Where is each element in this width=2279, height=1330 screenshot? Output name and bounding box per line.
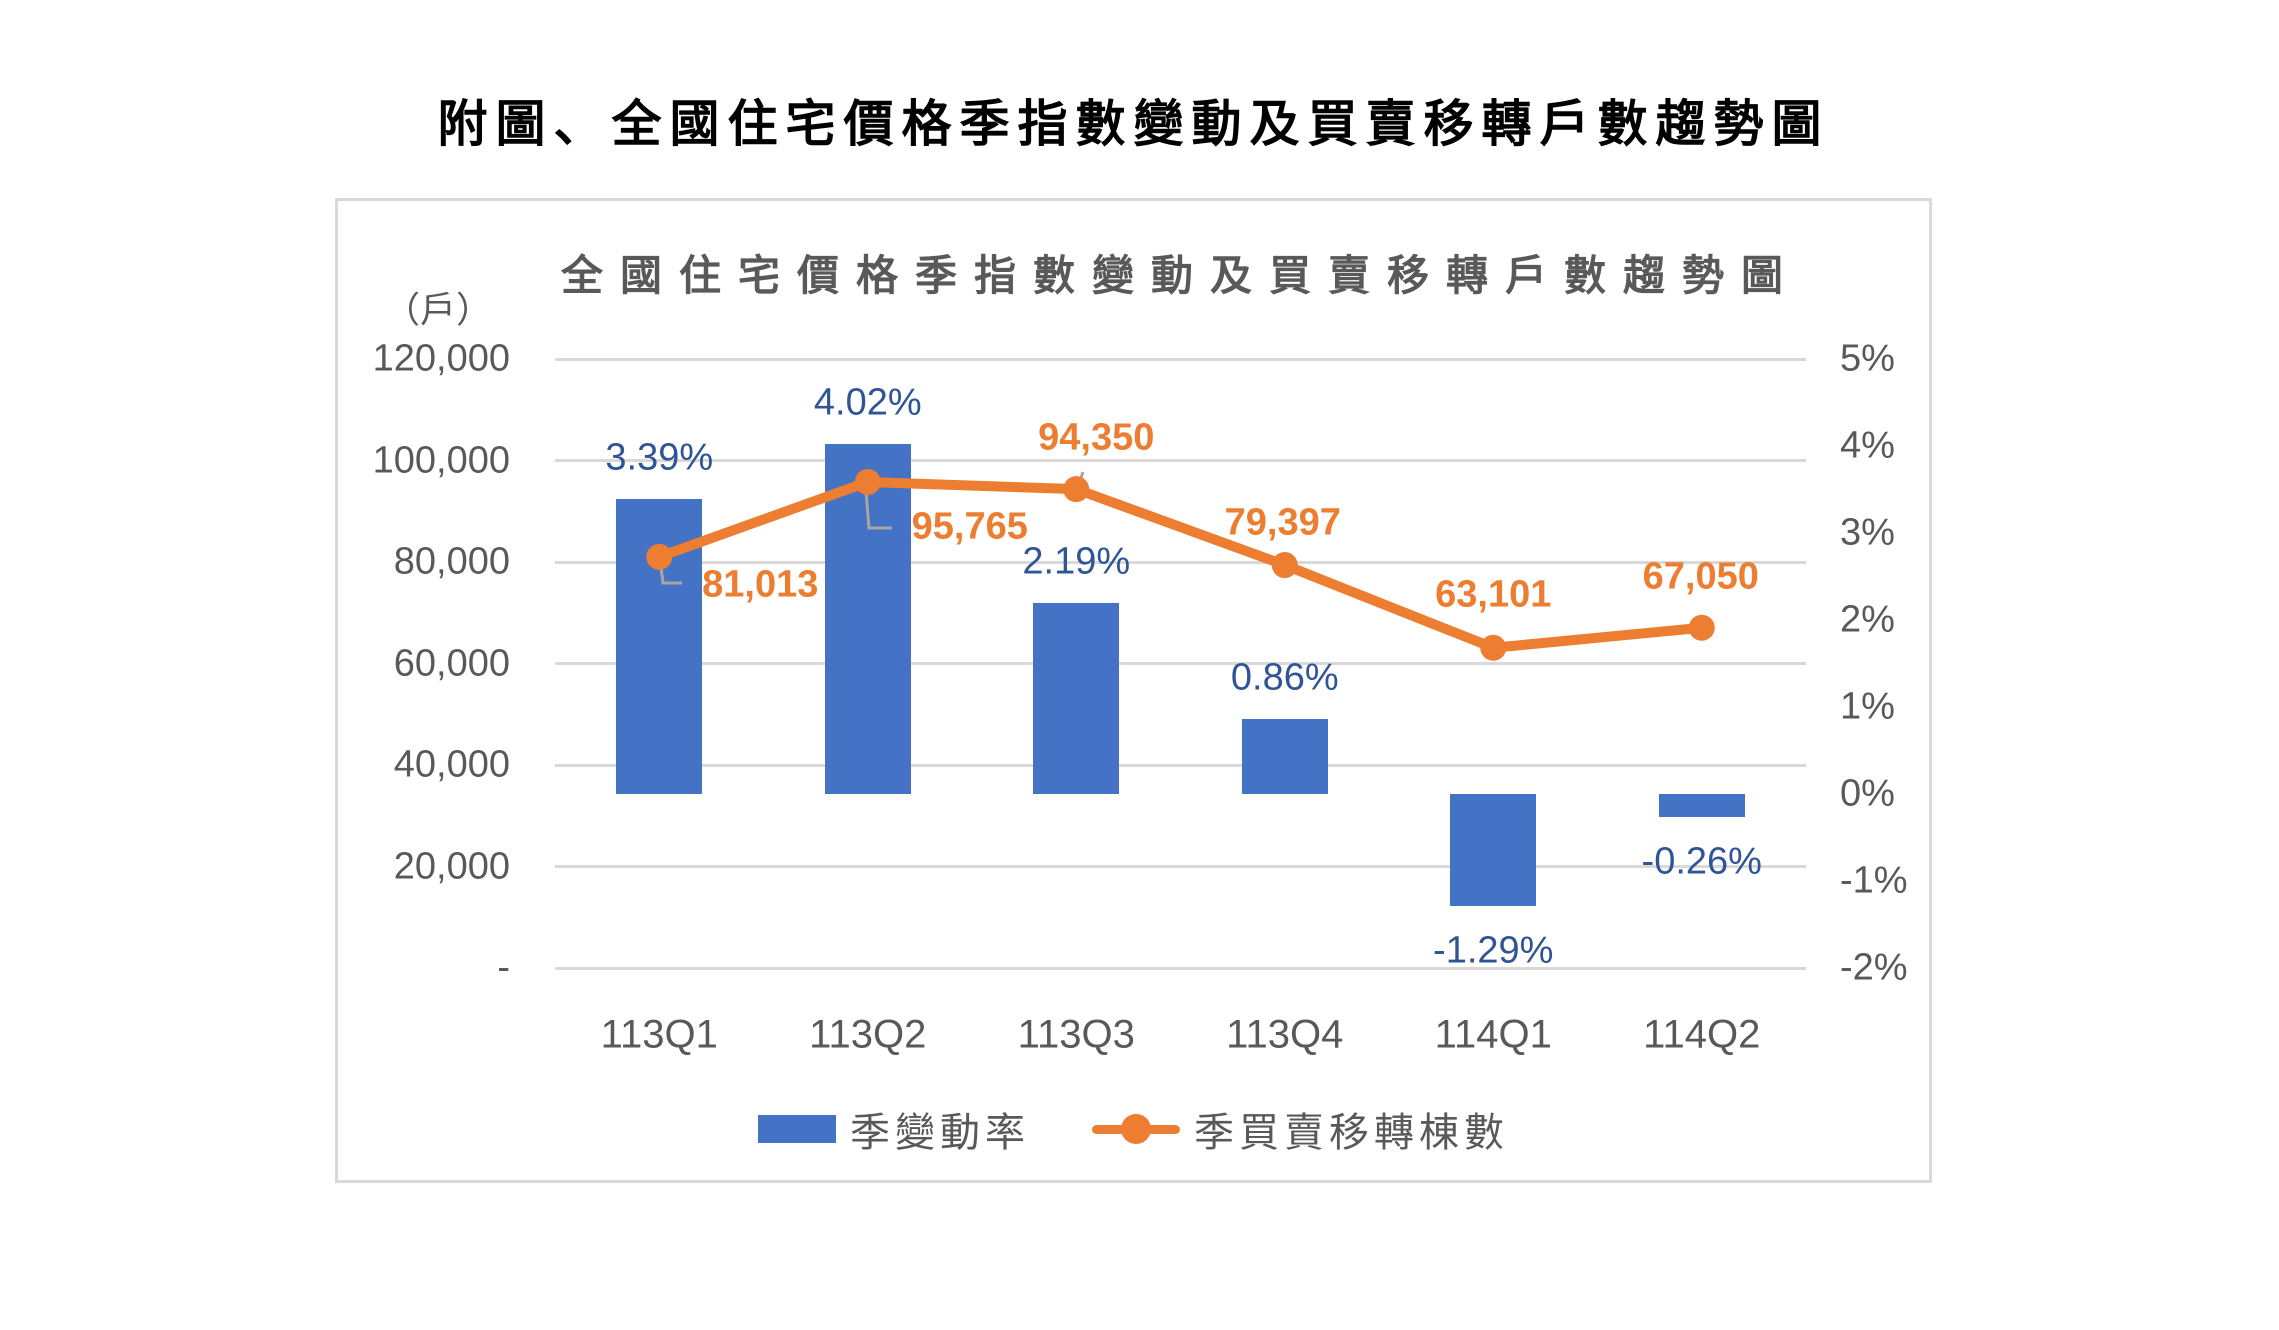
point-data-label: 79,397 bbox=[1224, 501, 1341, 544]
line-point bbox=[1271, 552, 1298, 579]
gridline bbox=[555, 560, 1806, 564]
x-axis-tick: 113Q2 bbox=[809, 1012, 927, 1057]
bar-data-label: 0.86% bbox=[1230, 656, 1339, 699]
x-axis-tick: 113Q3 bbox=[1017, 1012, 1135, 1057]
legend-item-line-series: 季買賣移轉棟數 bbox=[1092, 1100, 1509, 1158]
gridline bbox=[555, 662, 1806, 665]
right-axis-tick: 3% bbox=[1840, 511, 1895, 554]
right-axis-tick: 5% bbox=[1840, 337, 1895, 380]
bar-data-label: -0.26% bbox=[1641, 840, 1762, 883]
bar-data-label: 2.19% bbox=[1022, 540, 1131, 583]
point-data-label: 63,101 bbox=[1435, 573, 1552, 616]
page-title: 附圖、全國住宅價格季指數變動及買賣移轉戶數趨勢圖 bbox=[437, 96, 1830, 152]
left-axis-unit-label: （戶） bbox=[383, 289, 492, 330]
x-axis-tick: 113Q4 bbox=[1226, 1012, 1344, 1057]
right-axis-tick: 0% bbox=[1840, 772, 1895, 815]
bar bbox=[1241, 719, 1328, 794]
bar-series-swatch-icon bbox=[758, 1115, 836, 1143]
line-swatch-dot bbox=[1121, 1114, 1151, 1144]
bar-data-label: 3.39% bbox=[605, 436, 714, 479]
gridline bbox=[555, 865, 1806, 868]
left-axis-tick: 80,000 bbox=[393, 540, 510, 583]
x-axis-tick: 114Q2 bbox=[1643, 1012, 1761, 1057]
line-point bbox=[1688, 614, 1715, 641]
line-series-swatch-icon bbox=[1092, 1113, 1180, 1145]
x-axis-tick: 114Q1 bbox=[1434, 1012, 1552, 1057]
gridline bbox=[555, 966, 1806, 970]
right-axis-tick: 2% bbox=[1840, 598, 1895, 641]
legend: 季變動率 季買賣移轉棟數 bbox=[338, 1100, 1929, 1158]
left-axis-tick: - bbox=[497, 946, 510, 989]
line-path bbox=[654, 476, 1707, 653]
legend-label-bar-series: 季變動率 bbox=[850, 1111, 1030, 1155]
point-data-label: 67,050 bbox=[1642, 555, 1759, 598]
point-data-label: 95,765 bbox=[911, 505, 1028, 548]
left-axis-tick: 100,000 bbox=[372, 439, 510, 481]
right-axis-tick: 1% bbox=[1840, 685, 1895, 728]
right-axis-tick: -2% bbox=[1840, 946, 1908, 989]
right-axis-tick: 4% bbox=[1840, 424, 1895, 467]
plot-area: 3.39% 4.02% 2.19% 0.86% -1.29% -0.26% 81,013 95… bbox=[555, 357, 1806, 972]
gridline bbox=[555, 763, 1806, 767]
bar-data-label: -1.29% bbox=[1433, 929, 1554, 972]
bar bbox=[1033, 603, 1120, 794]
label-callout-line bbox=[864, 490, 892, 530]
left-axis-tick: 40,000 bbox=[393, 743, 510, 786]
x-axis-tick: 113Q1 bbox=[600, 1012, 718, 1057]
chart-title: 全國住宅價格季指數變動及買賣移轉戶數趨勢圖 bbox=[560, 252, 1800, 299]
point-data-label: 81,013 bbox=[702, 563, 819, 606]
left-axis-tick: 20,000 bbox=[393, 845, 510, 887]
bar-data-label: 4.02% bbox=[813, 381, 922, 424]
line-point bbox=[646, 543, 673, 570]
line-point bbox=[854, 468, 881, 495]
left-axis-tick: 120,000 bbox=[372, 337, 510, 380]
line-point bbox=[1063, 476, 1090, 503]
line-point bbox=[1480, 634, 1507, 661]
bar bbox=[1450, 794, 1537, 907]
legend-label-line-series: 季買賣移轉棟數 bbox=[1194, 1111, 1509, 1155]
point-data-label: 94,350 bbox=[1038, 416, 1155, 459]
left-axis-tick: 60,000 bbox=[393, 642, 510, 684]
legend-item-bar-series: 季變動率 bbox=[758, 1100, 1030, 1158]
bar bbox=[1658, 794, 1745, 817]
gridline bbox=[555, 459, 1806, 462]
gridline bbox=[555, 357, 1806, 361]
line-series bbox=[646, 468, 1715, 661]
chart-object[interactable]: 全國住宅價格季指數變動及買賣移轉戶數趨勢圖 （戶） 120,000 100,000… bbox=[335, 198, 1932, 1183]
right-axis-tick: -1% bbox=[1840, 859, 1908, 902]
